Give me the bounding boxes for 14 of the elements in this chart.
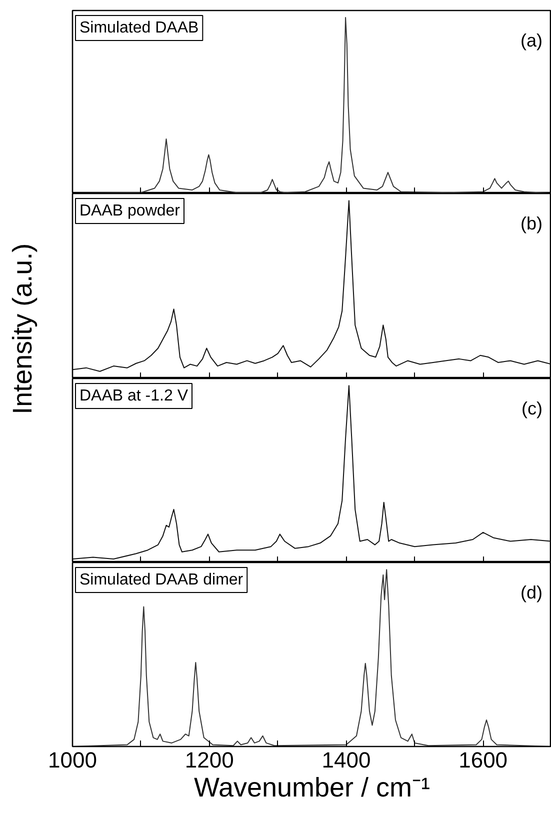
annotation: (a) xyxy=(520,30,542,50)
annotation: DAAB at -1.2 V xyxy=(80,388,188,404)
annotation: Simulated DAAB xyxy=(80,20,199,36)
annotation: (c) xyxy=(522,398,543,418)
x-axis-title: Wavenumber / cm⁻¹ xyxy=(194,772,430,802)
annotation: Simulated DAAB dimer xyxy=(80,572,244,588)
annotation: DAAB powder xyxy=(80,202,181,220)
x-tick-label: 1400 xyxy=(322,748,371,772)
x-tick-label: 1200 xyxy=(184,748,234,772)
annotation: (d) xyxy=(520,582,542,602)
x-tick-label: 1600 xyxy=(458,748,508,772)
annotation: (b) xyxy=(520,214,542,234)
y-axis-title: Intensity (a.u.) xyxy=(8,243,38,414)
x-tick-label: 1000 xyxy=(48,748,97,772)
